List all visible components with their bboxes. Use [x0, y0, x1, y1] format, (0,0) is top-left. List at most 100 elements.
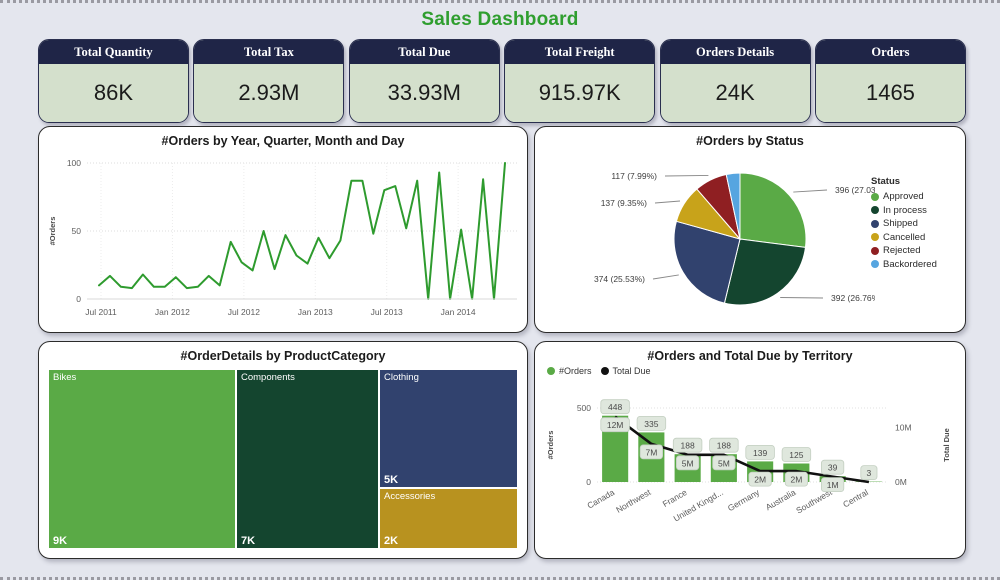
- pie-legend-title: Status: [871, 176, 901, 187]
- pie-chart-svg: 396 (27.03%) 392 (26.76%) 374 (25.53%) 137 …: [594, 171, 875, 306]
- svg-text:7M: 7M: [645, 447, 657, 457]
- legend-color-swatch-icon: [871, 246, 879, 255]
- svg-text:#Orders: #Orders: [48, 217, 57, 246]
- chart-panel-orders-by-status[interactable]: #Orders by Status 396 (27.03%) 392 (26.76…: [534, 126, 966, 333]
- kpi-label: Total Freight: [505, 40, 655, 64]
- chart-panel-orders-due-by-territory[interactable]: #Orders and Total Due by Territory #Orde…: [534, 341, 966, 559]
- legend-item-in-process[interactable]: In process: [871, 205, 937, 216]
- legend-label: Approved: [883, 191, 924, 202]
- legend-label: Cancelled: [883, 231, 926, 243]
- chart-panel-orderdetails-by-category[interactable]: #OrderDetails by ProductCategory Bikes 9…: [38, 341, 528, 559]
- svg-text:#Orders: #Orders: [546, 431, 555, 460]
- combo-legend: #Orders Total Due: [547, 366, 656, 376]
- kpi-card-total-freight[interactable]: Total Freight 915.97K: [504, 39, 656, 123]
- treemap-cell-components[interactable]: Components 7K: [236, 369, 379, 549]
- svg-text:1M: 1M: [827, 480, 839, 490]
- svg-text:117 (7.99%): 117 (7.99%): [611, 171, 657, 181]
- svg-text:Germany: Germany: [726, 487, 762, 514]
- legend-color-swatch-icon: [871, 219, 879, 228]
- svg-text:448: 448: [608, 402, 622, 412]
- treemap-label: Accessories: [384, 491, 436, 502]
- svg-text:12M: 12M: [607, 420, 624, 430]
- legend-color-swatch-icon: [547, 367, 555, 375]
- kpi-card-total-quantity[interactable]: Total Quantity 86K: [38, 39, 189, 123]
- svg-text:0: 0: [76, 294, 81, 304]
- svg-text:139: 139: [753, 448, 767, 458]
- line-chart-svg: 0 50 100 Jul 2011 Jan 2012 Jul 2012 Jan 2013 Ju…: [48, 158, 517, 317]
- kpi-value: 33.93M: [349, 64, 499, 122]
- svg-text:0: 0: [586, 477, 591, 487]
- kpi-card-total-tax[interactable]: Total Tax 2.93M: [193, 39, 345, 123]
- treemap-cell-bikes[interactable]: Bikes 9K: [48, 369, 236, 549]
- treemap-value: 2K: [384, 535, 399, 547]
- svg-text:125: 125: [789, 450, 803, 460]
- svg-text:137 (9.35%): 137 (9.35%): [601, 198, 647, 208]
- treemap-cell-accessories[interactable]: Accessories 2K: [379, 488, 518, 549]
- svg-text:5M: 5M: [718, 458, 730, 468]
- kpi-label: Total Quantity: [39, 40, 188, 64]
- svg-text:Jan 2012: Jan 2012: [155, 307, 190, 317]
- pie-legend: Status Approved In process Shipped Cance…: [871, 176, 937, 272]
- svg-text:39: 39: [828, 463, 838, 473]
- legend-item-cancelled[interactable]: Cancelled: [871, 232, 937, 243]
- treemap-value: 5K: [384, 474, 399, 486]
- svg-text:Canada: Canada: [585, 487, 616, 511]
- svg-text:Jan 2013: Jan 2013: [298, 307, 333, 317]
- svg-text:3: 3: [867, 468, 872, 478]
- svg-text:0M: 0M: [895, 477, 907, 487]
- svg-text:10M: 10M: [895, 423, 912, 433]
- svg-text:Jul 2013: Jul 2013: [371, 307, 403, 317]
- kpi-value: 24K: [660, 64, 810, 122]
- treemap-label: Bikes: [53, 372, 77, 383]
- svg-text:5M: 5M: [682, 458, 694, 468]
- svg-text:100: 100: [67, 158, 81, 168]
- kpi-label: Orders Details: [660, 40, 810, 64]
- svg-text:Jul 2012: Jul 2012: [228, 307, 260, 317]
- page-title: Sales Dashboard: [421, 9, 579, 30]
- svg-text:Central: Central: [841, 487, 870, 509]
- svg-text:2M: 2M: [754, 475, 766, 485]
- svg-text:392 (26.76%): 392 (26.76%): [831, 293, 875, 303]
- kpi-card-orders[interactable]: Orders 1465: [814, 39, 966, 123]
- treemap-value: 7K: [241, 535, 256, 547]
- chart-title: #Orders by Year, Quarter, Month and Day: [161, 134, 405, 148]
- treemap-label: Components: [241, 372, 295, 383]
- treemap-value: 9K: [53, 535, 68, 547]
- svg-text:374 (25.53%): 374 (25.53%): [594, 274, 645, 284]
- kpi-value: 2.93M: [194, 64, 344, 122]
- kpi-label: Total Tax: [194, 40, 344, 64]
- chart-panel-orders-by-date[interactable]: #Orders by Year, Quarter, Month and Day …: [38, 126, 528, 333]
- legend-item-rejected[interactable]: Rejected: [871, 245, 937, 256]
- kpi-label: Orders: [815, 40, 965, 64]
- svg-text:Northwest: Northwest: [614, 487, 653, 515]
- legend-label: Shipped: [883, 218, 918, 229]
- legend-label: Backordered: [883, 258, 937, 270]
- svg-text:Total Due: Total Due: [942, 428, 951, 462]
- legend-color-swatch-icon: [871, 233, 879, 241]
- treemap-cell-clothing[interactable]: Clothing 5K: [379, 369, 518, 488]
- chart-title: #Orders by Status: [696, 134, 804, 148]
- legend-color-swatch-icon: [871, 206, 879, 214]
- svg-text:Jul 2011: Jul 2011: [85, 307, 117, 317]
- kpi-card-row: Total Quantity 86K Total Tax 2.93M Total…: [38, 39, 966, 123]
- legend-color-swatch-icon: [871, 260, 879, 268]
- kpi-card-total-due[interactable]: Total Due 33.93M: [348, 39, 500, 123]
- svg-text:188: 188: [681, 441, 695, 451]
- legend-item-approved[interactable]: Approved: [871, 191, 937, 202]
- legend-item-backordered[interactable]: Backordered: [871, 259, 937, 270]
- kpi-card-orders-details[interactable]: Orders Details 24K: [659, 39, 811, 123]
- kpi-value: 1465: [815, 64, 965, 122]
- legend-color-swatch-icon: [600, 367, 609, 375]
- svg-text:396 (27.03%): 396 (27.03%): [835, 185, 875, 195]
- treemap: Bikes 9K Components 7K Clothing 5K Acces…: [48, 369, 518, 549]
- legend-item-shipped[interactable]: Shipped: [871, 218, 937, 229]
- svg-text:2M: 2M: [790, 475, 802, 485]
- svg-text:50: 50: [72, 226, 82, 236]
- chart-title: #OrderDetails by ProductCategory: [180, 349, 386, 363]
- legend-label: In process: [883, 204, 927, 216]
- legend-label-total-due: Total Due: [612, 366, 651, 376]
- treemap-label: Clothing: [384, 372, 419, 383]
- kpi-value: 915.97K: [505, 64, 655, 122]
